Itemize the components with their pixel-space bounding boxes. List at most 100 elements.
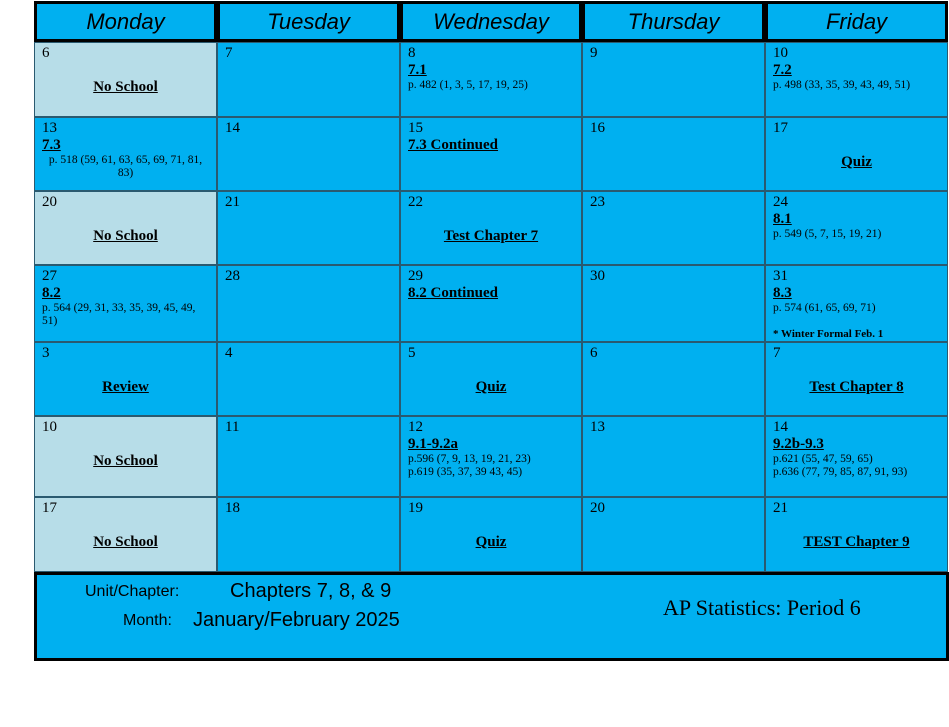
day-cell: 13 [582,416,765,497]
lesson-topic: 7.3 Continued [408,137,499,153]
day-number: 18 [225,500,240,516]
day-number: 9 [590,45,598,61]
event-label: No School [93,534,158,550]
calendar: Monday Tuesday Wednesday Thursday Friday… [34,1,948,572]
day-cell: 14 9.2b-9.3 p.621 (55, 47, 59, 65) p.636 (7… [765,416,948,497]
lesson-topic: 7.2 [773,62,792,78]
day-number: 4 [225,345,233,361]
header-thursday: Thursday [582,1,765,42]
day-cell: 10 No School [34,416,217,497]
month-label: Month: [123,612,172,629]
day-number: 6 [590,345,598,361]
day-cell: 3 Review [34,342,217,416]
event-label: Quiz [475,534,507,550]
day-cell: 6 No School [34,42,217,117]
day-number: 15 [408,120,423,136]
event-label: Test Chapter 7 [443,228,539,244]
day-cell: 16 [582,117,765,191]
day-cell: 17 No School [34,497,217,572]
header-tuesday: Tuesday [217,1,400,42]
day-number: 13 [42,120,57,136]
day-cell: 21 [217,191,400,265]
day-cell: 14 [217,117,400,191]
day-number: 30 [590,268,605,284]
lesson-topic: 8.3 [773,285,792,301]
unit-label: Unit/Chapter: [85,583,180,600]
homework-assignment: p.619 (35, 37, 39 43, 45) [408,466,523,478]
day-cell: 11 [217,416,400,497]
day-number: 10 [42,419,57,435]
homework-assignment: p. 498 (33, 35, 39, 43, 49, 51) [773,79,911,91]
day-number: 21 [773,500,788,516]
day-cell: 6 [582,342,765,416]
day-cell: 20 No School [34,191,217,265]
lesson-topic: 9.1-9.2a [408,436,458,452]
day-cell: 7 Test Chapter 8 [765,342,948,416]
event-note: * Winter Formal Feb. 1 [773,328,884,340]
day-number: 23 [590,194,605,210]
day-number: 22 [408,194,423,210]
day-cell: 20 [582,497,765,572]
day-cell: 10 7.2 p. 498 (33, 35, 39, 43, 49, 51) [765,42,948,117]
event-label: No School [93,228,158,244]
event-label: Quiz [841,154,872,170]
header-monday: Monday [34,1,217,42]
calendar-grid: 6 No School 7 8 7.1 p. 482 (1, 3, 5, 17, 19, … [34,42,948,572]
day-number: 27 [42,268,57,284]
lesson-topic: 8.2 [42,285,61,301]
month-value: January/February 2025 [193,609,400,631]
day-cell: 15 7.3 Continued [400,117,582,191]
homework-assignment: p.596 (7, 9, 13, 19, 21, 23) [408,453,531,465]
day-cell: 21 TEST Chapter 9 [765,497,948,572]
day-number: 14 [225,120,240,136]
homework-assignment: p. 482 (1, 3, 5, 17, 19, 25) [408,79,528,91]
calendar-footer: Unit/Chapter: Chapters 7, 8, & 9 Month: … [34,572,949,661]
day-cell: 8 7.1 p. 482 (1, 3, 5, 17, 19, 25) [400,42,582,117]
day-number: 10 [773,45,788,61]
day-number: 17 [42,500,57,516]
day-number: 17 [773,120,788,136]
day-cell: 22 Test Chapter 7 [400,191,582,265]
lesson-topic: 8.1 [773,211,792,227]
lesson-topic: 9.2b-9.3 [773,436,824,452]
day-cell: 31 8.3 p. 574 (61, 65, 69, 71) * Winter For… [765,265,948,342]
day-number: 31 [773,268,788,284]
homework-assignment: p. 564 (29, 31, 33, 35, 39, 45, 49, 51) [42,302,196,327]
homework-assignment: p. 574 (61, 65, 69, 71) [773,302,876,314]
day-number: 14 [773,419,788,435]
day-number: 16 [590,120,605,136]
day-cell: 5 Quiz [400,342,582,416]
day-number: 19 [408,500,423,516]
event-label: Test Chapter 8 [809,379,904,395]
day-number: 7 [773,345,781,361]
event-label: No School [93,79,158,95]
course-title: AP Statistics: Period 6 [663,595,861,620]
homework-assignment: p. 518 (59, 61, 63, 65, 69, 71, 81, 83) [48,154,203,179]
day-cell: 7 [217,42,400,117]
header-wednesday: Wednesday [400,1,582,42]
day-cell: 29 8.2 Continued [400,265,582,342]
day-cell: 23 [582,191,765,265]
day-number: 3 [42,345,50,361]
lesson-topic: 8.2 Continued [408,285,499,301]
homework-assignment: p.636 (77, 79, 85, 87, 91, 93) [773,466,908,478]
day-cell: 27 8.2 p. 564 (29, 31, 33, 35, 39, 45, 49,… [34,265,217,342]
homework-assignment: p. 549 (5, 7, 15, 19, 21) [773,228,882,240]
day-number: 7 [225,45,233,61]
day-cell: 28 [217,265,400,342]
day-cell: 30 [582,265,765,342]
day-cell: 19 Quiz [400,497,582,572]
day-number: 6 [42,45,50,61]
event-label: No School [93,453,158,469]
day-number: 24 [773,194,788,210]
day-cell: 13 7.3 p. 518 (59, 61, 63, 65, 69, 71, 81,… [34,117,217,191]
day-number: 11 [225,419,240,435]
weekday-header: Monday Tuesday Wednesday Thursday Friday [34,1,948,42]
homework-assignment: p.621 (55, 47, 59, 65) [773,453,873,465]
event-label: Review [102,379,149,395]
day-number: 8 [408,45,416,61]
lesson-topic: 7.1 [408,62,427,78]
day-number: 21 [225,194,240,210]
header-friday: Friday [765,1,948,42]
day-cell: 9 [582,42,765,117]
